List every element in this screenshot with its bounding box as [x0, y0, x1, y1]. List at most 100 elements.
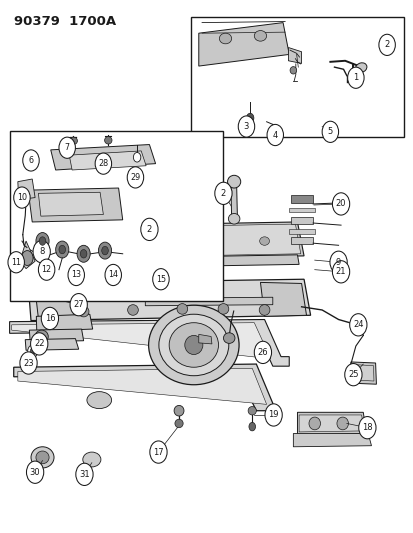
Circle shape	[321, 121, 338, 142]
Polygon shape	[65, 224, 300, 258]
Polygon shape	[288, 47, 301, 63]
Text: 25: 25	[347, 370, 358, 379]
Ellipse shape	[227, 175, 240, 188]
Text: 19: 19	[268, 410, 278, 419]
Text: 27: 27	[73, 300, 84, 309]
Polygon shape	[9, 319, 289, 366]
Polygon shape	[198, 334, 211, 344]
Ellipse shape	[80, 249, 87, 258]
Circle shape	[8, 252, 24, 273]
Text: 29: 29	[130, 173, 140, 182]
Text: 26: 26	[257, 348, 268, 357]
Ellipse shape	[55, 241, 69, 258]
Polygon shape	[298, 415, 363, 432]
Circle shape	[347, 67, 363, 88]
Circle shape	[59, 137, 75, 158]
Ellipse shape	[219, 33, 231, 44]
Circle shape	[150, 441, 167, 463]
Circle shape	[378, 34, 394, 55]
Circle shape	[349, 314, 366, 336]
Ellipse shape	[83, 452, 101, 467]
Text: 17: 17	[153, 448, 164, 457]
Circle shape	[329, 251, 347, 273]
Polygon shape	[28, 279, 310, 320]
Ellipse shape	[202, 237, 211, 245]
Text: 16: 16	[45, 314, 55, 323]
Text: 23: 23	[23, 359, 34, 367]
Circle shape	[266, 124, 283, 146]
Polygon shape	[29, 329, 83, 342]
Text: 3: 3	[243, 122, 249, 131]
Polygon shape	[20, 241, 35, 269]
Ellipse shape	[246, 114, 253, 123]
Ellipse shape	[133, 152, 140, 162]
Ellipse shape	[21, 251, 33, 265]
Polygon shape	[289, 229, 314, 233]
Circle shape	[68, 264, 84, 286]
Polygon shape	[297, 413, 366, 435]
Circle shape	[20, 352, 37, 374]
Ellipse shape	[39, 237, 46, 245]
Polygon shape	[25, 338, 78, 350]
Ellipse shape	[184, 335, 202, 354]
Text: 24: 24	[352, 320, 363, 329]
Ellipse shape	[98, 242, 112, 259]
Polygon shape	[38, 192, 103, 216]
Polygon shape	[198, 22, 289, 66]
Ellipse shape	[290, 67, 296, 74]
Text: 22: 22	[34, 340, 44, 349]
Ellipse shape	[159, 314, 228, 376]
Ellipse shape	[218, 304, 228, 314]
Text: 5: 5	[327, 127, 332, 136]
Polygon shape	[28, 188, 122, 222]
Ellipse shape	[30, 348, 35, 354]
Ellipse shape	[36, 232, 49, 249]
Ellipse shape	[36, 451, 49, 464]
Circle shape	[31, 333, 48, 355]
Text: 8: 8	[39, 247, 44, 256]
Polygon shape	[62, 222, 303, 260]
Circle shape	[23, 150, 39, 171]
Polygon shape	[18, 368, 266, 405]
Text: 1: 1	[352, 73, 358, 82]
Ellipse shape	[77, 245, 90, 262]
Ellipse shape	[254, 30, 266, 41]
Text: 31: 31	[79, 470, 90, 479]
Circle shape	[26, 461, 44, 483]
Ellipse shape	[336, 417, 348, 430]
Polygon shape	[12, 322, 270, 359]
Text: 10: 10	[17, 193, 27, 202]
Text: 6: 6	[28, 156, 33, 165]
Polygon shape	[36, 314, 93, 331]
Polygon shape	[49, 255, 298, 269]
Ellipse shape	[169, 322, 218, 367]
Circle shape	[33, 240, 50, 263]
Text: 11: 11	[11, 258, 21, 266]
Circle shape	[152, 269, 169, 290]
Polygon shape	[230, 184, 237, 219]
Text: 90379  1700A: 90379 1700A	[14, 15, 116, 28]
Polygon shape	[260, 282, 306, 317]
Ellipse shape	[35, 330, 48, 343]
Text: 7: 7	[64, 143, 69, 152]
Circle shape	[70, 294, 87, 316]
Circle shape	[358, 417, 375, 439]
Text: 4: 4	[272, 131, 277, 140]
Ellipse shape	[308, 417, 320, 430]
Circle shape	[95, 153, 112, 174]
Ellipse shape	[355, 63, 366, 72]
Text: 18: 18	[361, 423, 372, 432]
Circle shape	[264, 404, 282, 426]
Ellipse shape	[223, 333, 235, 343]
Polygon shape	[290, 196, 312, 203]
Text: 2: 2	[220, 189, 225, 198]
Polygon shape	[18, 179, 35, 200]
Circle shape	[38, 259, 55, 280]
Ellipse shape	[78, 306, 89, 317]
Polygon shape	[289, 208, 314, 213]
Text: 28: 28	[98, 159, 108, 168]
Ellipse shape	[248, 422, 255, 431]
Text: 30: 30	[30, 468, 40, 477]
Bar	[190, 17, 404, 136]
Circle shape	[344, 364, 361, 386]
